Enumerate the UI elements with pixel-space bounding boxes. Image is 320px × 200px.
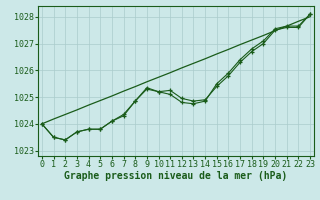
X-axis label: Graphe pression niveau de la mer (hPa): Graphe pression niveau de la mer (hPa): [64, 171, 288, 181]
